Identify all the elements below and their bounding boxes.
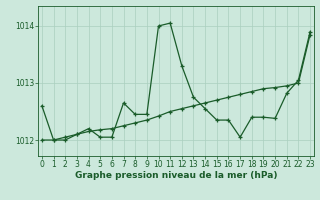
X-axis label: Graphe pression niveau de la mer (hPa): Graphe pression niveau de la mer (hPa): [75, 171, 277, 180]
